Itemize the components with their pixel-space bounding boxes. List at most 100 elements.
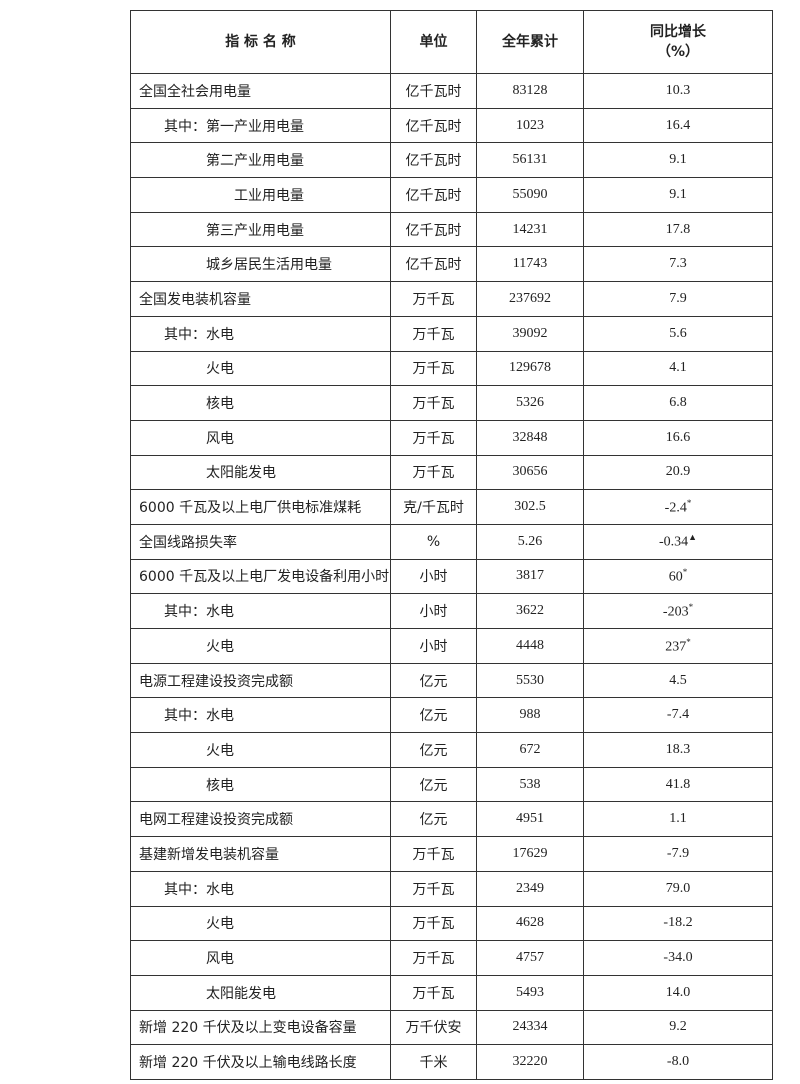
growth-cell: -0.34▲ — [583, 523, 773, 560]
unit-cell: 万千瓦 — [390, 281, 477, 317]
unit-cell: 亿元 — [390, 766, 477, 803]
total-cell: 30656 — [476, 454, 584, 491]
growth-cell: 14.0 — [583, 974, 773, 1011]
name-cell: 其中：水电 — [130, 870, 391, 907]
total-cell: 3622 — [476, 593, 584, 629]
total-cell: 55090 — [476, 177, 584, 213]
table-row: 工业用电量 亿千瓦时 55090 9.1 — [130, 177, 773, 213]
table-row: 火电 万千瓦 4628 -18.2 — [130, 905, 773, 942]
growth-cell: -203* — [583, 593, 773, 629]
total-cell: 83128 — [476, 73, 584, 109]
name-cell: 其中：第一产业用电量 — [130, 107, 391, 144]
growth-value: 16.4 — [665, 117, 691, 133]
unit-cell: 小时 — [390, 628, 477, 664]
table-row: 其中：水电 万千瓦 2349 79.0 — [130, 870, 773, 907]
name-cell: 其中：水电 — [130, 697, 391, 734]
name-cell: 城乡居民生活用电量 — [130, 246, 391, 283]
name-cell: 电源工程建设投资完成额 — [130, 662, 391, 699]
growth-cell: 16.4 — [583, 107, 773, 144]
unit-cell: 亿元 — [390, 662, 477, 699]
growth-value: 6.8 — [669, 395, 687, 411]
name-cell: 核电 — [130, 385, 391, 421]
growth-cell: -34.0 — [583, 940, 773, 976]
table-body: 全国全社会用电量 亿千瓦时 83128 10.3 其中：第一产业用电量 亿千瓦时 1023 1… — [130, 73, 773, 1080]
growth-cell: 237* — [583, 628, 773, 664]
name-cell: 火电 — [130, 905, 391, 942]
growth-note: * — [686, 636, 691, 647]
growth-cell: 79.0 — [583, 870, 773, 907]
table-row: 城乡居民生活用电量 亿千瓦时 11743 7.3 — [130, 246, 773, 283]
growth-note: * — [682, 567, 688, 578]
table-row: 其中：水电 亿元 988 -7.4 — [130, 697, 773, 734]
unit-cell: 小时 — [390, 558, 477, 595]
total-cell: 5.26 — [476, 523, 584, 560]
header-cell: 单位 — [390, 10, 477, 74]
growth-note: ▲ — [688, 532, 698, 543]
growth-value: -7.4 — [666, 707, 690, 723]
growth-value: 4.1 — [669, 360, 687, 376]
growth-cell: -7.9 — [583, 836, 773, 872]
table-row: 核电 万千瓦 5326 6.8 — [130, 385, 773, 421]
table-row: 基建新增发电装机容量 万千瓦 17629 -7.9 — [130, 836, 773, 872]
table-row: 新增 220 千伏及以上变电设备容量 万千伏安 24334 9.2 — [130, 1009, 773, 1046]
name-cell: 其中：水电 — [130, 593, 391, 629]
name-cell: 风电 — [130, 940, 391, 976]
growth-cell: 4.1 — [583, 350, 773, 387]
growth-cell: 10.3 — [583, 73, 773, 109]
growth-cell: -2.4* — [583, 489, 773, 525]
total-cell: 5326 — [476, 385, 584, 421]
total-cell: 538 — [476, 766, 584, 803]
total-cell: 4757 — [476, 940, 584, 976]
growth-cell: 9.1 — [583, 177, 773, 213]
name-cell: 全国全社会用电量 — [130, 73, 391, 109]
table-row: 电源工程建设投资完成额 亿元 5530 4.5 — [130, 662, 773, 699]
table-row: 火电 小时 4448 237* — [130, 628, 773, 664]
unit-cell: 亿千瓦时 — [390, 142, 477, 179]
unit-cell: 万千瓦 — [390, 350, 477, 387]
name-cell: 其中：水电 — [130, 315, 391, 352]
total-cell: 32848 — [476, 419, 584, 456]
table-row: 6000 千瓦及以上电厂发电设备利用小时 小时 3817 60* — [130, 558, 773, 595]
growth-value: 5.6 — [669, 325, 687, 341]
unit-cell: 亿元 — [390, 732, 477, 768]
table-row: 全国发电装机容量 万千瓦 237692 7.9 — [130, 281, 773, 317]
growth-cell: 9.2 — [583, 1009, 773, 1046]
header-text: 同比增长 — [650, 24, 706, 40]
growth-cell: 18.3 — [583, 732, 773, 768]
growth-value: 7.9 — [669, 290, 687, 306]
growth-cell: -8.0 — [583, 1044, 773, 1080]
unit-cell: 克/千瓦时 — [390, 489, 477, 525]
header-text: （%） — [656, 44, 700, 60]
total-cell: 3817 — [476, 558, 584, 595]
unit-cell: 亿千瓦时 — [390, 73, 477, 109]
table-row: 太阳能发电 万千瓦 30656 20.9 — [130, 454, 773, 491]
name-cell: 电网工程建设投资完成额 — [130, 801, 391, 838]
table-row: 第二产业用电量 亿千瓦时 56131 9.1 — [130, 142, 773, 179]
table-row: 全国线路损失率% 5.26 -0.34▲ — [130, 523, 773, 560]
table-row: 火电 万千瓦 129678 4.1 — [130, 350, 773, 387]
unit-cell: 万千伏安 — [390, 1009, 477, 1046]
growth-cell: 7.9 — [583, 281, 773, 317]
total-cell: 237692 — [476, 281, 584, 317]
growth-value: 237 — [665, 639, 687, 655]
table-row: 风电 万千瓦 32848 16.6 — [130, 419, 773, 456]
growth-cell: 9.1 — [583, 142, 773, 179]
total-cell: 56131 — [476, 142, 584, 179]
growth-value: -203 — [662, 604, 689, 620]
unit-cell: 万千瓦 — [390, 905, 477, 942]
growth-value: 16.6 — [665, 429, 691, 445]
growth-value: 18.3 — [665, 741, 691, 757]
growth-note: * — [686, 497, 692, 508]
table-row: 全国全社会用电量 亿千瓦时 83128 10.3 — [130, 73, 773, 109]
growth-value: 41.8 — [665, 776, 691, 792]
growth-cell: -7.4 — [583, 697, 773, 734]
growth-cell: 1.1 — [583, 801, 773, 838]
name-cell: 风电 — [130, 419, 391, 456]
growth-value: -18.2 — [663, 915, 693, 931]
name-cell: 火电 — [130, 350, 391, 387]
growth-value: -8.0 — [666, 1054, 690, 1070]
unit-cell: 万千瓦 — [390, 974, 477, 1011]
unit-cell: 千米 — [390, 1044, 477, 1080]
table-row: 6000 千瓦及以上电厂供电标准煤耗 克/千瓦时 302.5 -2.4* — [130, 489, 773, 525]
growth-value: 9.2 — [669, 1019, 687, 1035]
